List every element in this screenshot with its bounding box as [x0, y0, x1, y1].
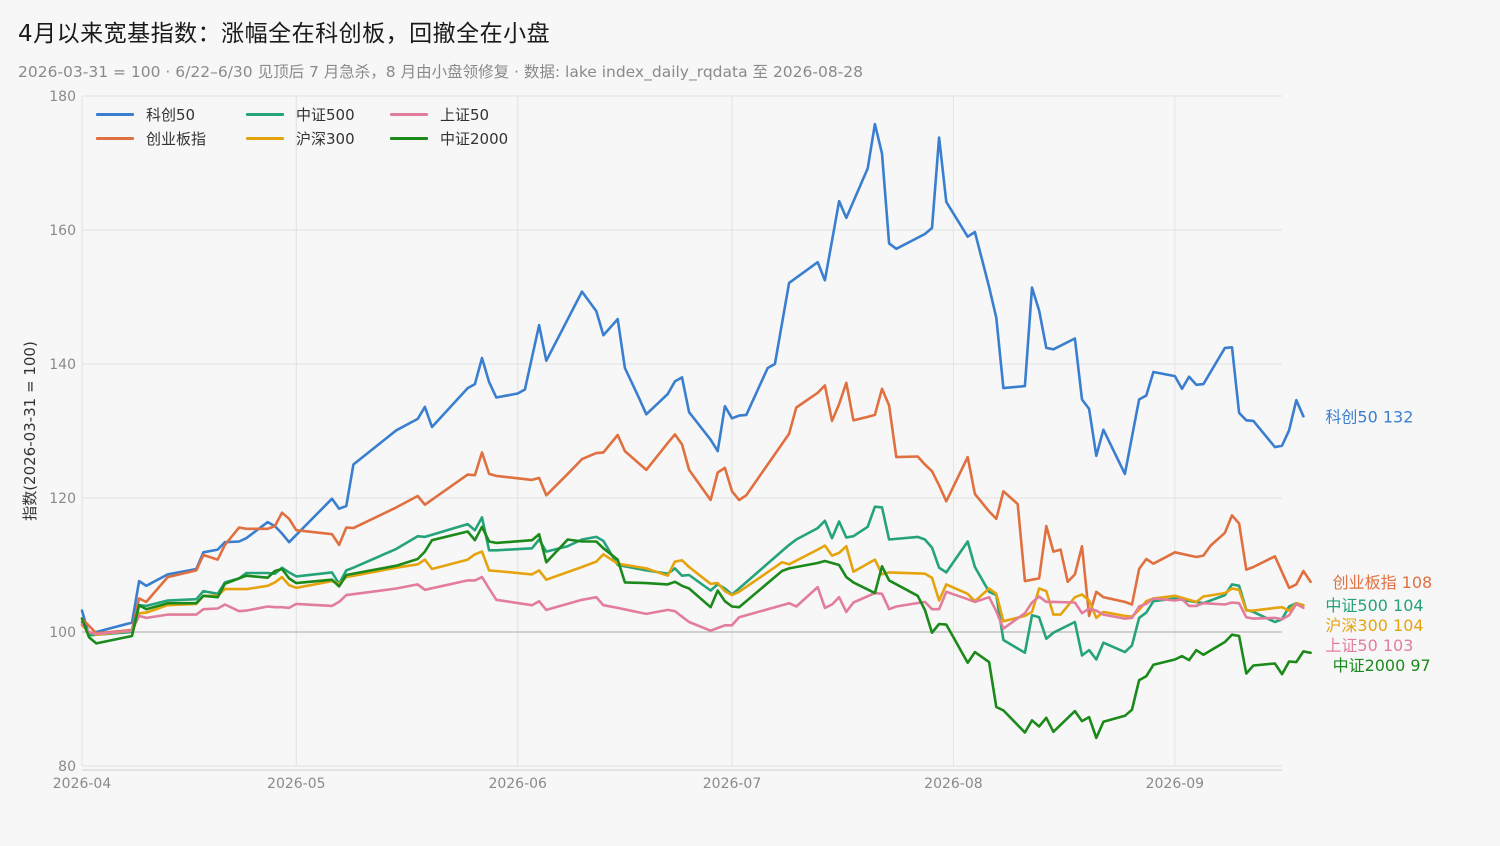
legend-swatch — [390, 113, 428, 116]
series-line-5 — [80, 525, 1312, 740]
x-tick-label: 2026-06 — [488, 776, 547, 792]
x-tick-label: 2026-07 — [703, 776, 762, 792]
legend-label: 沪深300 — [296, 130, 355, 148]
end-label-4: 上证50 103 — [1325, 636, 1413, 655]
y-tick-label: 120 — [49, 491, 76, 507]
x-tick-label: 2026-09 — [1146, 776, 1205, 792]
y-tick-label: 100 — [49, 625, 76, 641]
legend-swatch — [96, 137, 134, 140]
end-label-0: 科创50 132 — [1325, 407, 1413, 426]
legend-item-4: 上证50 — [390, 104, 489, 125]
x-tick-label: 2026-05 — [267, 776, 326, 792]
legend-label: 上证50 — [440, 106, 490, 124]
legend-item-2: 中证500 — [246, 104, 355, 125]
chart-subtitle: 2026-03-31 = 100 · 6/22–6/30 见顶后 7 月急杀，8… — [18, 63, 864, 81]
y-tick-label: 160 — [49, 223, 76, 239]
legend-item-1: 创业板指 — [96, 128, 206, 149]
end-label-3: 沪深300 104 — [1325, 616, 1423, 635]
y-tick-label: 140 — [49, 357, 76, 373]
legend-swatch — [96, 113, 134, 116]
end-label-2: 中证500 104 — [1325, 596, 1423, 615]
axes: 80 100 120 140 160 180 2026-04 2026-05 2026-06 20… — [21, 89, 1282, 792]
y-axis-label: 指数(2026-03-31 = 100) — [21, 341, 39, 521]
series-line-2 — [80, 505, 1305, 661]
series-lines — [80, 122, 1312, 740]
series-line-0 — [80, 122, 1305, 637]
y-tick-label: 80 — [58, 759, 76, 775]
chart-title: 4月以来宽基指数：涨幅全在科创板，回撤全在小盘 — [18, 21, 551, 47]
legend-item-5: 中证2000 — [390, 128, 508, 149]
series-line-1 — [80, 381, 1312, 635]
legend-swatch — [390, 137, 428, 140]
series-line-4 — [80, 575, 1305, 636]
x-tick-label: 2026-08 — [924, 776, 983, 792]
legend-swatch — [246, 137, 284, 140]
x-tick-label: 2026-04 — [53, 776, 112, 792]
legend-label: 中证500 — [296, 106, 355, 124]
legend-label: 中证2000 — [440, 130, 509, 148]
legend-label: 创业板指 — [146, 130, 207, 148]
legend-swatch — [246, 113, 284, 116]
y-tick-label: 180 — [49, 89, 76, 105]
end-label-5: 中证2000 97 — [1333, 656, 1431, 675]
legend-item-0: 科创50 — [96, 104, 195, 125]
end-label-1: 创业板指 108 — [1333, 573, 1433, 592]
legend-item-3: 沪深300 — [246, 128, 355, 149]
grid — [81, 95, 1282, 767]
legend-label: 科创50 — [146, 106, 196, 124]
